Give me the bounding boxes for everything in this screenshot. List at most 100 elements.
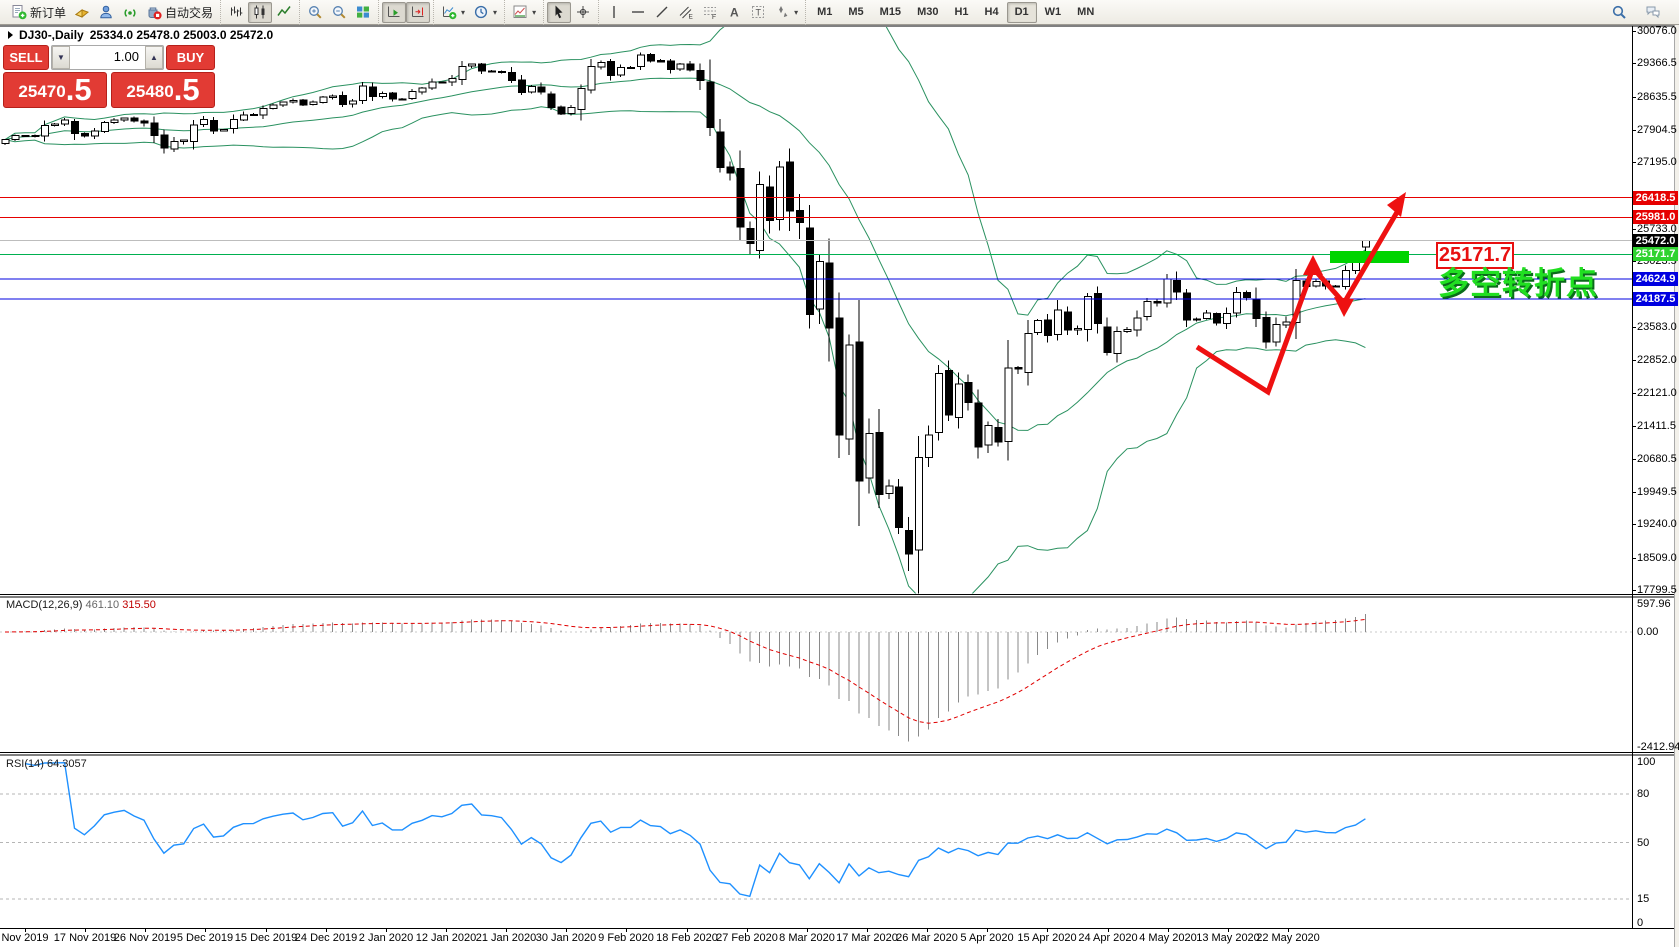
price-level-text-object[interactable]: 25171.7 <box>1436 242 1514 269</box>
price-axis-label: 22852.0 <box>1637 354 1677 366</box>
rsi-axis-label: 0 <box>1637 917 1644 929</box>
date-label: 17 Nov 2019 <box>53 932 117 944</box>
signals-button[interactable] <box>118 2 142 23</box>
cursor-button[interactable] <box>547 1 572 23</box>
candlestick-chart-button[interactable] <box>248 1 273 23</box>
chart-canvas[interactable]: DJ30-,Daily 25334.0 25478.0 25003.0 2547… <box>0 25 1679 947</box>
buy-price-display[interactable]: 25480.5 <box>111 72 215 108</box>
trendline-button[interactable] <box>650 2 674 23</box>
chart-shift-icon <box>412 6 424 17</box>
rsi-axis-label: 15 <box>1637 893 1650 905</box>
date-tick <box>1228 929 1229 932</box>
templates-button[interactable]: ▾ <box>508 2 540 23</box>
timeframe-d1[interactable]: D1 <box>1006 1 1037 23</box>
date-label: 22 May 2020 <box>1256 932 1320 944</box>
date-tick <box>506 929 507 932</box>
bar-chart-button[interactable] <box>224 2 248 23</box>
rsi-name: RSI(14) <box>6 758 44 770</box>
chat-icon[interactable] <box>1641 2 1665 23</box>
timeframe-m1[interactable]: M1 <box>817 6 833 18</box>
fibonacci-button[interactable]: F <box>698 2 722 23</box>
date-tick <box>566 929 567 932</box>
rsi-axis-label: 50 <box>1637 837 1650 849</box>
line-chart-button[interactable] <box>272 2 296 23</box>
zoom-in-button[interactable] <box>303 2 327 23</box>
candles <box>1 52 1370 594</box>
auto-scroll-button[interactable] <box>382 1 407 23</box>
crosshair-button[interactable] <box>571 2 595 23</box>
volume-increase-button[interactable]: ▲ <box>145 46 163 69</box>
autotrade-button[interactable]: 自动交易 <box>142 2 217 23</box>
rsi-axis-label: 100 <box>1637 756 1656 768</box>
price-chart[interactable] <box>0 25 1674 947</box>
dropdown-arrow-icon[interactable]: ▾ <box>461 7 466 17</box>
buy-button[interactable]: BUY <box>166 45 215 70</box>
date-tick <box>145 929 146 932</box>
date-tick <box>205 929 206 932</box>
svg-text:T: T <box>756 8 762 18</box>
date-tick <box>446 929 447 932</box>
new-order-button[interactable]: 新订单 <box>7 2 70 23</box>
bollinger-bands <box>4 27 1366 594</box>
auto-scroll-icon <box>388 6 400 17</box>
search-icon[interactable] <box>1607 2 1631 23</box>
arrows-button[interactable]: ▾ <box>770 2 802 23</box>
rsi-axis-label: 80 <box>1637 788 1650 800</box>
price-tag-25171.7: 25171.7 <box>1633 247 1678 261</box>
dropdown-arrow-icon[interactable]: ▾ <box>532 7 537 17</box>
macd-header: MACD(12,26,9) 461.10 315.50 <box>6 599 156 611</box>
chinese-annotation-text[interactable]: 多空转折点 <box>1438 266 1598 301</box>
date-label: Nov 2019 <box>1 932 49 944</box>
price-axis-label: 20680.5 <box>1637 453 1677 465</box>
axis-tick <box>1632 229 1636 230</box>
timeframe-mn[interactable]: MN <box>1077 6 1095 18</box>
profile-button[interactable] <box>94 2 118 23</box>
axis-tick <box>1632 558 1636 559</box>
sell-button[interactable]: SELL <box>3 45 49 70</box>
price-axis-label: 23583.0 <box>1637 321 1677 333</box>
channel-button[interactable]: E <box>674 2 698 23</box>
dropdown-arrow-icon[interactable]: ▾ <box>794 7 799 17</box>
candlestick-chart-icon <box>254 5 265 19</box>
horizontal-line-button[interactable] <box>626 2 650 23</box>
date-label: 21 Jan 2020 <box>475 932 537 944</box>
axis-tick <box>1632 590 1636 591</box>
pane-frames <box>0 25 1674 929</box>
text-button[interactable]: A <box>722 2 746 23</box>
timeframe-h4[interactable]: H4 <box>984 6 999 18</box>
timeframe-h1[interactable]: H1 <box>954 6 969 18</box>
red-arrow-annotation[interactable] <box>1195 192 1406 396</box>
volume-input[interactable]: 1.00 <box>113 49 139 64</box>
dropdown-arrow-icon[interactable]: ▾ <box>493 7 498 17</box>
sell-price-display[interactable]: 25470.5 <box>3 72 107 108</box>
date-label: 2 Jan 2020 <box>358 932 414 944</box>
indicators-button[interactable]: ▾ <box>437 2 469 23</box>
chart-shift-button[interactable] <box>406 1 431 23</box>
price-axis-label: 17799.5 <box>1637 584 1677 596</box>
date-label: 5 Dec 2019 <box>176 932 234 944</box>
vertical-line-icon <box>613 6 615 18</box>
axis-tick <box>1632 261 1636 262</box>
new-order-icon <box>12 5 27 20</box>
tile-windows-button[interactable] <box>351 2 375 23</box>
zoom-out-button[interactable] <box>327 2 351 23</box>
timeframe-m15[interactable]: M15 <box>879 6 902 18</box>
date-tick <box>266 929 267 932</box>
volume-decrease-button[interactable]: ▼ <box>52 46 70 69</box>
toolbar-group <box>220 0 299 25</box>
chart-window-button[interactable] <box>70 2 94 23</box>
date-label: 8 Mar 2020 <box>779 932 835 944</box>
vertical-line-button[interactable] <box>602 2 626 23</box>
timeframe-m5[interactable]: M5 <box>848 6 864 18</box>
line-chart-icon <box>277 6 291 16</box>
timeframe-w1[interactable]: W1 <box>1044 6 1062 18</box>
macd-axis-label: -2412.94 <box>1637 741 1679 753</box>
macd-name: MACD(12,26,9) <box>6 599 83 611</box>
label-button[interactable]: T <box>746 2 770 23</box>
cursor-icon <box>555 5 563 19</box>
collapse-triangle-icon[interactable] <box>8 31 13 39</box>
timeframe-m30[interactable]: M30 <box>917 6 939 18</box>
periods-button[interactable]: ▾ <box>469 2 501 23</box>
toolbar-right <box>1607 2 1675 23</box>
